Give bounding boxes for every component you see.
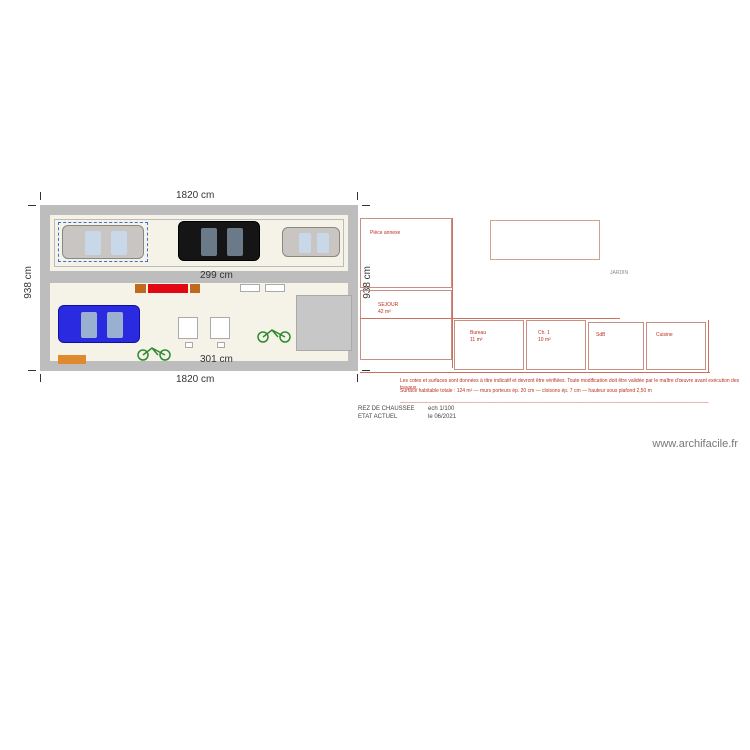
tick <box>40 374 41 382</box>
table-1 <box>178 317 198 339</box>
garage-plan <box>40 205 358 371</box>
sketch-text: Cuisine <box>656 332 673 339</box>
bike-1 <box>136 345 172 361</box>
sketch-text: Surface habitable totale : 124 m² — murs… <box>400 388 652 395</box>
dim-lower-room: 301 cm <box>200 354 233 365</box>
sketch-text: Ch. 110 m² <box>538 330 551 343</box>
block-white-1 <box>240 284 260 292</box>
tick <box>40 192 41 200</box>
sketch-line <box>360 372 710 373</box>
bike-2 <box>256 327 292 343</box>
dim-left-height: 938 cm <box>23 266 34 299</box>
sketch-line <box>708 320 709 372</box>
sketch-text: SdB <box>596 332 605 339</box>
car-window <box>317 233 329 253</box>
car-window <box>107 312 123 338</box>
table-2 <box>210 317 230 339</box>
block-red <box>148 284 188 293</box>
tick <box>362 205 370 206</box>
car-window <box>111 231 127 255</box>
dim-top-width: 1820 cm <box>176 190 214 201</box>
stool-2 <box>217 342 225 348</box>
car-silver-1 <box>62 225 144 259</box>
block-orange-1 <box>135 284 146 293</box>
sketch-box <box>646 322 706 370</box>
floorplan-canvas: 1820 cm 1820 cm 938 cm 938 cm 299 cm 301… <box>0 0 750 750</box>
sketch-text: JARDIN <box>610 270 628 277</box>
sketch-line <box>452 218 453 368</box>
sketch-box <box>454 320 524 370</box>
block-orange-2 <box>190 284 200 293</box>
block-orange-3 <box>58 355 86 364</box>
car-window <box>201 228 217 256</box>
block-white-2 <box>265 284 285 292</box>
watermark: www.archifacile.fr <box>652 438 738 450</box>
divider-wall <box>40 271 358 283</box>
grey-pad <box>296 295 352 351</box>
sketch-box <box>588 322 644 370</box>
sketch-box <box>360 290 452 360</box>
car-window <box>85 231 101 255</box>
sketch-box <box>526 320 586 370</box>
sketch-region: Pièce annexe SEJOUR42 m² Bureau11 m² Ch.… <box>360 210 740 430</box>
car-window <box>299 233 311 253</box>
tick <box>357 374 358 382</box>
tick <box>28 205 36 206</box>
dim-bottom-width: 1820 cm <box>176 374 214 385</box>
sketch-line <box>360 318 620 319</box>
tick <box>357 192 358 200</box>
car-black <box>178 221 260 261</box>
title-line-2: ETAT ACTUEL <box>358 414 415 422</box>
stool-1 <box>185 342 193 348</box>
sketch-text: Bureau11 m² <box>470 330 486 343</box>
title-line-1: REZ DE CHAUSSEE <box>358 406 415 414</box>
car-silver-2 <box>282 227 340 257</box>
sketch-text: SEJOUR42 m² <box>378 302 398 315</box>
sketch-box <box>360 218 452 288</box>
car-blue <box>58 305 140 343</box>
tick <box>28 370 36 371</box>
car-window <box>227 228 243 256</box>
title-block: REZ DE CHAUSSEE ETAT ACTUEL <box>358 406 415 422</box>
title-scale: ech 1/100 <box>428 406 456 414</box>
car-window <box>81 312 97 338</box>
dim-upper-room: 299 cm <box>200 270 233 281</box>
sketch-box <box>490 220 600 260</box>
sketch-text: Pièce annexe <box>370 230 400 237</box>
sketch-text: ________________________________________… <box>400 398 709 405</box>
title-date: le 06/2021 <box>428 414 456 422</box>
title-block-meta: ech 1/100 le 06/2021 <box>428 406 456 422</box>
